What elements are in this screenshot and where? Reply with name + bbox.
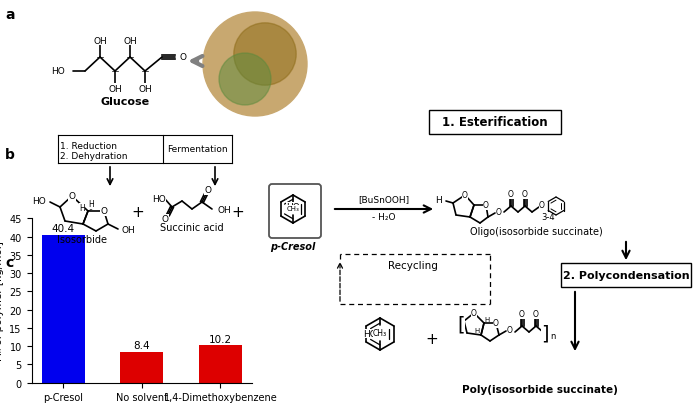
Text: H: H <box>435 196 442 205</box>
Text: a: a <box>5 8 15 22</box>
Text: OH: OH <box>122 226 136 235</box>
Bar <box>199 345 242 383</box>
Text: H: H <box>475 327 480 333</box>
Text: OH: OH <box>217 206 231 215</box>
Text: O: O <box>101 207 108 216</box>
Text: Fermentation: Fermentation <box>167 145 228 154</box>
Text: OH: OH <box>108 84 122 93</box>
Text: 8.4: 8.4 <box>134 340 150 350</box>
Text: H: H <box>88 200 94 209</box>
Text: 3-4: 3-4 <box>541 213 554 222</box>
Text: Poly(isosorbide succinate): Poly(isosorbide succinate) <box>462 384 618 394</box>
Text: 1. Esterification: 1. Esterification <box>442 116 548 129</box>
Text: O: O <box>204 186 211 195</box>
Text: OH: OH <box>93 36 107 45</box>
Text: O: O <box>522 190 528 199</box>
Text: HO: HO <box>32 197 46 206</box>
Text: Isosorbide: Isosorbide <box>57 234 107 244</box>
Circle shape <box>203 13 307 117</box>
Text: 2. Polycondensation: 2. Polycondensation <box>563 270 690 280</box>
Text: O: O <box>539 201 545 210</box>
Text: - H₂O: - H₂O <box>372 213 396 222</box>
Text: b: b <box>5 148 15 162</box>
Text: 2. Dehydration: 2. Dehydration <box>60 152 127 161</box>
Text: 10.2: 10.2 <box>209 334 232 344</box>
Text: O: O <box>69 192 76 201</box>
Text: O: O <box>533 310 539 319</box>
Text: +: + <box>232 205 244 220</box>
Bar <box>120 352 163 383</box>
Text: O: O <box>180 53 187 62</box>
Text: O: O <box>493 319 499 328</box>
Text: O: O <box>462 191 468 200</box>
Text: n: n <box>550 332 555 341</box>
Text: O: O <box>508 190 514 199</box>
Text: HO: HO <box>51 67 65 76</box>
Text: H: H <box>484 316 489 322</box>
Text: Succinic acid: Succinic acid <box>160 222 224 232</box>
Text: Oligo(isosorbide succinate): Oligo(isosorbide succinate) <box>470 226 603 237</box>
Text: [BuSnOOH]: [BuSnOOH] <box>358 195 410 204</box>
Text: O: O <box>471 309 477 318</box>
Text: OH: OH <box>138 84 152 93</box>
Text: OH: OH <box>123 36 137 45</box>
Text: H: H <box>79 204 85 213</box>
Y-axis label: Mₙ of polymer [kg/mol]: Mₙ of polymer [kg/mol] <box>0 241 4 360</box>
Text: O: O <box>162 215 169 224</box>
Text: HO: HO <box>363 329 377 338</box>
Circle shape <box>234 24 296 86</box>
Text: O: O <box>507 326 513 335</box>
Text: HO: HO <box>152 195 166 204</box>
Text: c: c <box>5 256 13 269</box>
Circle shape <box>219 54 271 106</box>
Text: +: + <box>426 332 438 347</box>
Text: O: O <box>519 310 525 319</box>
Text: Glucose: Glucose <box>100 97 150 107</box>
Bar <box>41 235 85 383</box>
Text: Recycling: Recycling <box>388 260 438 270</box>
Text: 40.4: 40.4 <box>52 224 75 234</box>
Text: O: O <box>496 208 502 217</box>
Text: p-Cresol: p-Cresol <box>270 241 316 252</box>
Text: [: [ <box>457 315 465 334</box>
Text: HO: HO <box>286 202 300 211</box>
Text: CH₃: CH₃ <box>286 205 300 211</box>
Text: 1. Reduction: 1. Reduction <box>60 142 117 151</box>
Text: ]: ] <box>541 324 549 343</box>
Text: CH₃: CH₃ <box>373 328 387 337</box>
Text: O: O <box>483 201 489 210</box>
Text: +: + <box>132 205 144 220</box>
